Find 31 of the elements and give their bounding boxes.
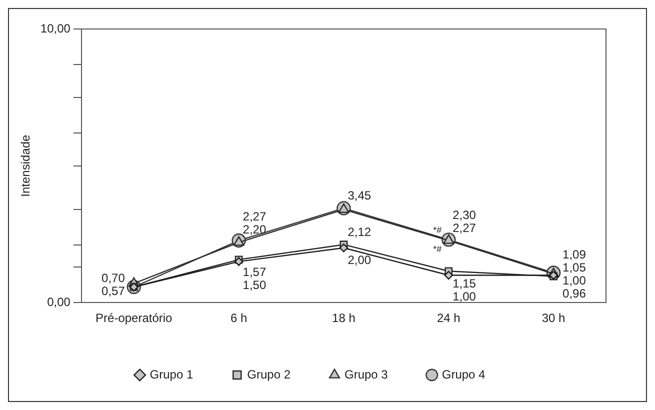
data-label: 1,00	[562, 273, 586, 288]
x-tick-label: Pré-operatório	[96, 311, 173, 326]
x-tick-label: 6 h	[230, 311, 248, 326]
annotation: *#	[433, 225, 442, 236]
legend-label: Grupo 1	[150, 367, 194, 382]
x-tick-label: 24 h	[436, 311, 460, 326]
data-label: 2,30	[452, 208, 476, 222]
legend-label: Grupo 3	[344, 367, 388, 382]
x-tick-label: 18 h	[332, 311, 356, 326]
legend-label: Grupo 4	[442, 367, 486, 382]
data-label: 0,96	[562, 286, 586, 300]
x-tick-label: 30 h	[542, 311, 566, 326]
data-label: 2,20	[242, 222, 266, 237]
data-label: 1,57	[242, 264, 266, 279]
y-tick-label: 10,00	[40, 21, 71, 36]
data-label: 2,00	[348, 253, 372, 268]
legend-label: Grupo 2	[247, 367, 291, 382]
data-label: 2,27	[452, 220, 476, 235]
data-label: 1,15	[452, 276, 476, 290]
data-label: 2,27	[242, 210, 266, 224]
data-label: 3,45	[348, 188, 372, 203]
y-axis-title: Intensidade	[18, 134, 33, 197]
annotation: *#	[433, 244, 442, 254]
data-label: 1,09	[562, 247, 586, 262]
data-label: 1,05	[562, 260, 586, 274]
data-label: 0,57	[102, 284, 126, 298]
data-label: 2,12	[348, 224, 372, 239]
y-tick-label: 0,00	[47, 294, 71, 309]
data-label: 0,70	[102, 271, 126, 286]
data-label: 1,00	[452, 289, 476, 304]
data-label: 1,50	[242, 278, 266, 292]
